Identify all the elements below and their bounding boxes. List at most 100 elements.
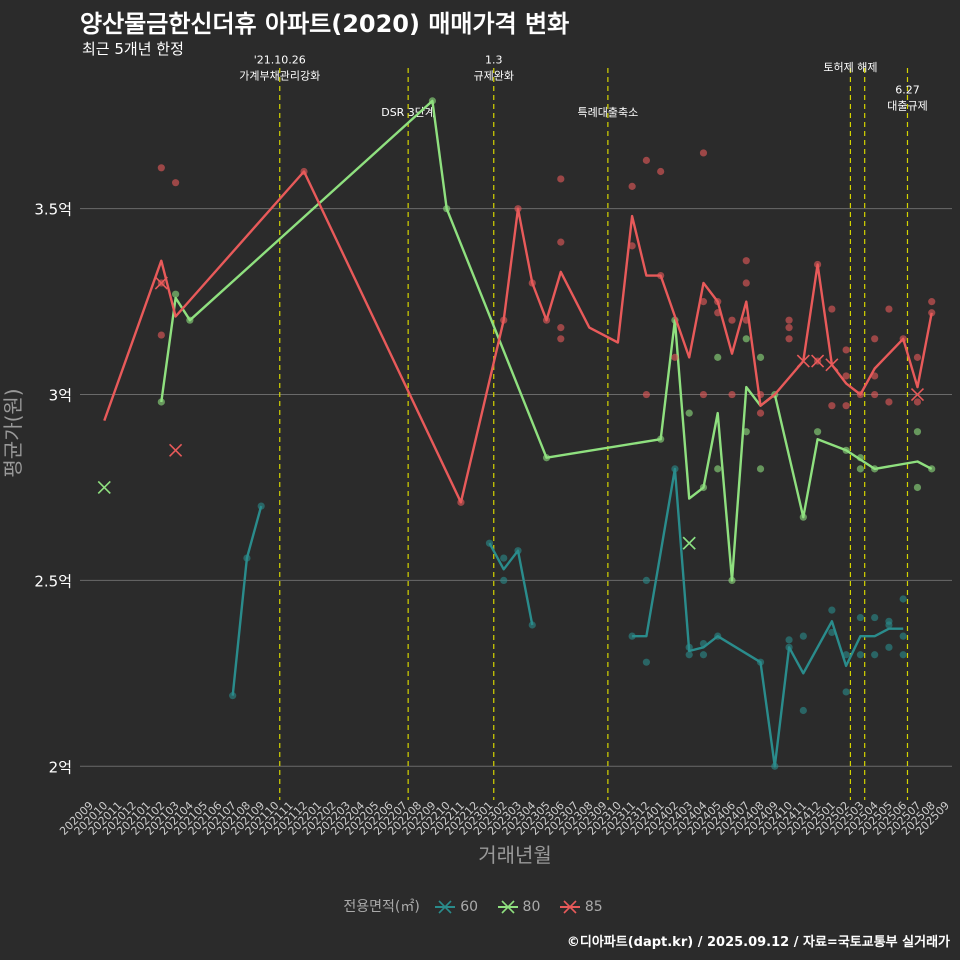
data-point <box>157 331 165 339</box>
data-point <box>756 353 765 361</box>
data-point <box>557 324 565 332</box>
data-point <box>742 257 750 265</box>
chart-subtitle: 최근 5개년 한정 <box>82 40 184 58</box>
cross-marker <box>97 480 111 495</box>
data-point <box>913 398 922 406</box>
data-point <box>714 353 722 361</box>
cross-stroke <box>910 387 925 402</box>
data-point <box>828 305 836 313</box>
data-point <box>685 651 693 659</box>
cross-stroke <box>682 536 696 550</box>
cross-stroke <box>154 276 168 290</box>
legend-label-60: 60 <box>460 899 479 915</box>
cross-marker <box>825 358 839 372</box>
data-point <box>828 402 836 410</box>
data-point <box>229 692 237 700</box>
legend-item-80: 80 <box>497 899 541 915</box>
data-point <box>928 298 936 306</box>
data-point <box>785 335 793 343</box>
series-line <box>231 505 263 696</box>
series-60 <box>229 465 907 770</box>
legend-item-85: 85 <box>559 899 603 915</box>
data-point <box>856 465 865 473</box>
data-point <box>500 576 508 585</box>
data-point <box>828 606 836 614</box>
data-point <box>628 242 636 250</box>
legend: 전용면적(㎡) 60 80 85 <box>0 896 960 916</box>
y-axis: 2억 2.5억 3억 3.5억 <box>34 201 72 777</box>
event-label: 특례대출축소 <box>578 106 639 119</box>
event-label: 토허제 해제 <box>823 60 877 74</box>
data-point <box>157 164 165 172</box>
cross-stroke <box>169 443 183 457</box>
data-point <box>699 298 708 306</box>
legend-label-85: 85 <box>584 899 603 915</box>
cross-marker <box>682 536 696 550</box>
data-point <box>500 554 508 562</box>
data-point <box>871 651 879 659</box>
source-caption: ©디아파트(dapt.kr) / 2025.09.12 / 자료=국토교통부 실… <box>566 935 950 950</box>
series-line <box>632 467 904 768</box>
cross-stroke <box>825 358 839 372</box>
data-point <box>871 390 879 399</box>
data-point <box>699 390 708 399</box>
data-point <box>628 182 636 190</box>
chart-title: 양산물금한신더휴 아파트(2020) 매매가격 변화 <box>80 10 570 38</box>
cross-stroke <box>97 480 111 495</box>
data-point <box>899 595 907 603</box>
y-tick-label: 2.5억 <box>34 572 72 590</box>
data-point <box>871 335 879 343</box>
data-point <box>671 353 679 361</box>
series-line <box>103 170 933 504</box>
data-point <box>699 149 708 157</box>
y-tick-label: 3억 <box>49 387 72 405</box>
event-label: 가계부채관리강화 <box>239 70 320 83</box>
data-point <box>642 576 651 585</box>
data-point <box>885 621 893 629</box>
cross-stroke <box>811 354 825 368</box>
data-point <box>257 502 265 510</box>
series-line <box>160 99 933 582</box>
data-point <box>785 324 793 332</box>
event-label: DSR 3단계 <box>381 106 435 119</box>
data-point <box>885 305 893 313</box>
data-point <box>172 179 180 187</box>
x-axis: 2020092020102020112020122021012021022021… <box>57 799 952 838</box>
data-point <box>871 613 879 622</box>
data-point <box>528 621 536 629</box>
data-point <box>742 335 750 343</box>
data-point <box>642 658 651 666</box>
data-point <box>885 398 893 406</box>
cross-stroke <box>796 354 810 368</box>
cross-marker <box>796 354 810 368</box>
data-point <box>714 465 722 473</box>
data-point <box>756 409 765 417</box>
event-label: 규제완화 <box>474 70 514 83</box>
data-point <box>799 632 807 640</box>
legend-label-80: 80 <box>522 899 541 915</box>
legend-item-60: 60 <box>434 899 478 915</box>
data-point <box>685 409 693 417</box>
data-point <box>913 428 922 436</box>
legend-title: 전용면적(㎡) <box>343 899 420 915</box>
data-point <box>842 402 850 410</box>
event-label: 1.3 <box>485 54 503 67</box>
data-point <box>928 309 936 317</box>
data-point <box>899 632 907 640</box>
data-point <box>842 346 850 354</box>
data-point <box>885 643 893 651</box>
event-label: 대출규제 <box>887 99 927 112</box>
data-point <box>799 706 807 715</box>
event-label: '21.10.26 <box>254 54 306 67</box>
data-point <box>557 175 565 183</box>
event-label: 6.27 <box>895 83 920 96</box>
data-point <box>742 279 750 287</box>
series-85 <box>103 149 936 506</box>
data-point <box>642 156 651 164</box>
series-line <box>488 542 534 626</box>
cross-marker <box>910 387 925 402</box>
data-point <box>728 390 736 399</box>
x-axis-title: 거래년월 <box>478 843 552 867</box>
data-series <box>97 97 936 770</box>
